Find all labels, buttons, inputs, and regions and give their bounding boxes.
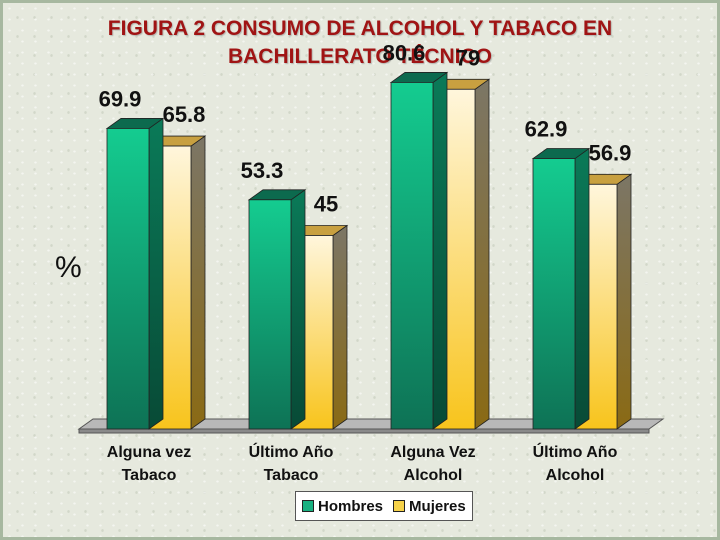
bar-side-hombres-2	[432, 71, 448, 430]
bar-side-mujeres-2	[474, 78, 490, 430]
legend-label-hombres: Hombres	[318, 497, 384, 515]
bar-hombres-2	[389, 71, 449, 430]
legend-item-hombres: Hombres	[302, 498, 383, 515]
value-label-hombres-1: 53.3	[241, 158, 284, 183]
value-labels-layer: 65.8 69.9 45 53.3 79 80.6 56.9 62.9	[99, 40, 632, 216]
bars-layer	[105, 71, 633, 430]
value-label-mujeres-2: 79	[456, 45, 480, 70]
value-label-mujeres-0: 65.8	[163, 102, 206, 127]
x-labels-layer: Alguna vez Tabaco Último Año Tabaco Alguna V…	[107, 442, 618, 484]
x-tick-label-3-0: Último Año	[533, 442, 618, 461]
x-tick-label-2-1: Alcohol	[404, 467, 463, 484]
bar-side-mujeres-0	[190, 135, 206, 430]
bar-side-hombres-1	[290, 189, 306, 430]
bar-front-hombres-2	[390, 82, 434, 430]
bar-chart: 65.8 69.9 45 53.3 79 80.6 56.9 62.9 Alguna vez T…	[55, 40, 665, 484]
x-tick-label-0-1: Tabaco	[122, 467, 177, 484]
legend-item-mujeres: Mujeres	[393, 498, 466, 515]
bar-hombres-1	[247, 189, 307, 430]
value-label-mujeres-1: 45	[314, 192, 338, 217]
bar-side-hombres-0	[148, 117, 164, 430]
legend-label-mujeres: Mujeres	[409, 497, 466, 515]
bar-side-mujeres-3	[616, 173, 632, 430]
x-tick-label-1-0: Último Año	[249, 442, 334, 461]
y-axis-label: %	[55, 251, 82, 284]
x-tick-label-0-0: Alguna vez	[107, 444, 191, 461]
bar-side-mujeres-1	[332, 224, 348, 430]
bar-hombres-3	[531, 147, 591, 430]
chart-title-line-1: FIGURA 2 CONSUMO DE ALCOHOL Y TABACO EN	[107, 17, 613, 40]
bar-front-hombres-1	[248, 199, 292, 430]
value-label-hombres-3: 62.9	[525, 117, 568, 142]
chart-title-line-2: BACHILLERATO TÉCNICO	[227, 45, 493, 68]
value-label-mujeres-3: 56.9	[589, 140, 632, 165]
legend-swatch-hombres	[302, 500, 314, 512]
floor-front	[78, 428, 650, 434]
legend-swatch-mujeres	[393, 500, 406, 512]
value-label-hombres-2: 80.6	[383, 40, 426, 65]
x-tick-label-2-0: Alguna Vez	[390, 444, 475, 461]
bar-hombres-0	[105, 117, 165, 430]
bar-side-hombres-3	[574, 147, 590, 430]
bar-front-hombres-0	[106, 128, 150, 430]
x-tick-label-3-1: Alcohol	[546, 467, 605, 484]
legend: Hombres Mujeres	[295, 491, 473, 521]
value-label-hombres-0: 69.9	[99, 86, 142, 111]
bar-front-hombres-3	[532, 158, 576, 430]
chart-title: FIGURA 2 CONSUMO DE ALCOHOL Y TABACO EN …	[3, 15, 717, 71]
x-tick-label-1-1: Tabaco	[264, 467, 319, 484]
